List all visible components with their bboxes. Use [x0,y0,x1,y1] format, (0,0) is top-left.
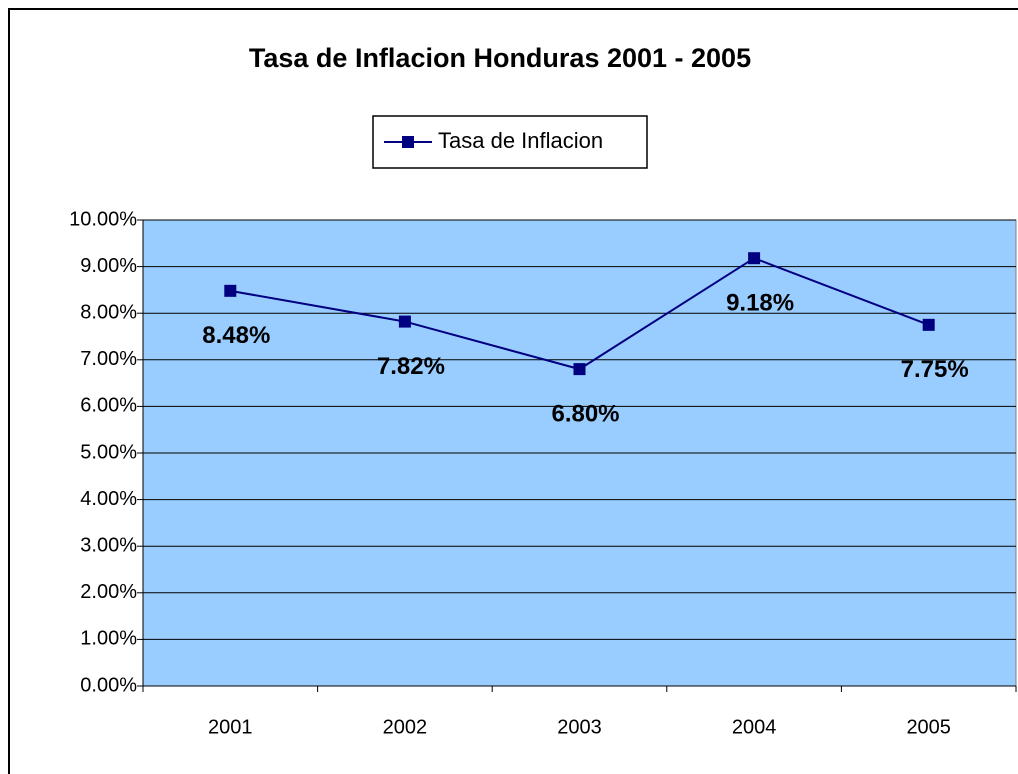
y-tick-label: 7.00% [80,348,137,370]
data-point [748,252,761,265]
y-tick-label: 4.00% [80,488,137,510]
x-tick-label: 2004 [732,716,777,738]
y-tick-label: 10.00% [69,208,137,230]
chart-title: Tasa de Inflacion Honduras 2001 - 2005 [249,43,751,73]
y-tick-label: 2.00% [80,581,137,603]
x-tick-label: 2003 [557,716,602,738]
y-tick-label: 3.00% [80,534,137,556]
data-point [922,318,935,331]
x-tick-label: 2005 [906,716,951,738]
data-label: 7.82% [377,353,445,380]
legend-label: Tasa de Inflacion [438,128,603,153]
legend-marker [402,136,414,148]
y-tick-label: 5.00% [80,441,137,463]
data-label: 7.75% [901,356,969,383]
y-tick-label: 0.00% [80,674,137,696]
y-tick-label: 1.00% [80,628,137,650]
data-point [224,284,237,297]
data-label: 9.18% [726,290,794,317]
y-tick-label: 6.00% [80,395,137,417]
data-label: 8.48% [202,322,270,349]
data-point [398,315,411,328]
data-label: 6.80% [551,400,619,427]
x-tick-label: 2001 [208,716,253,738]
data-point [573,363,586,376]
y-tick-label: 9.00% [80,255,137,277]
y-tick-label: 8.00% [80,301,137,323]
x-tick-label: 2002 [383,716,428,738]
